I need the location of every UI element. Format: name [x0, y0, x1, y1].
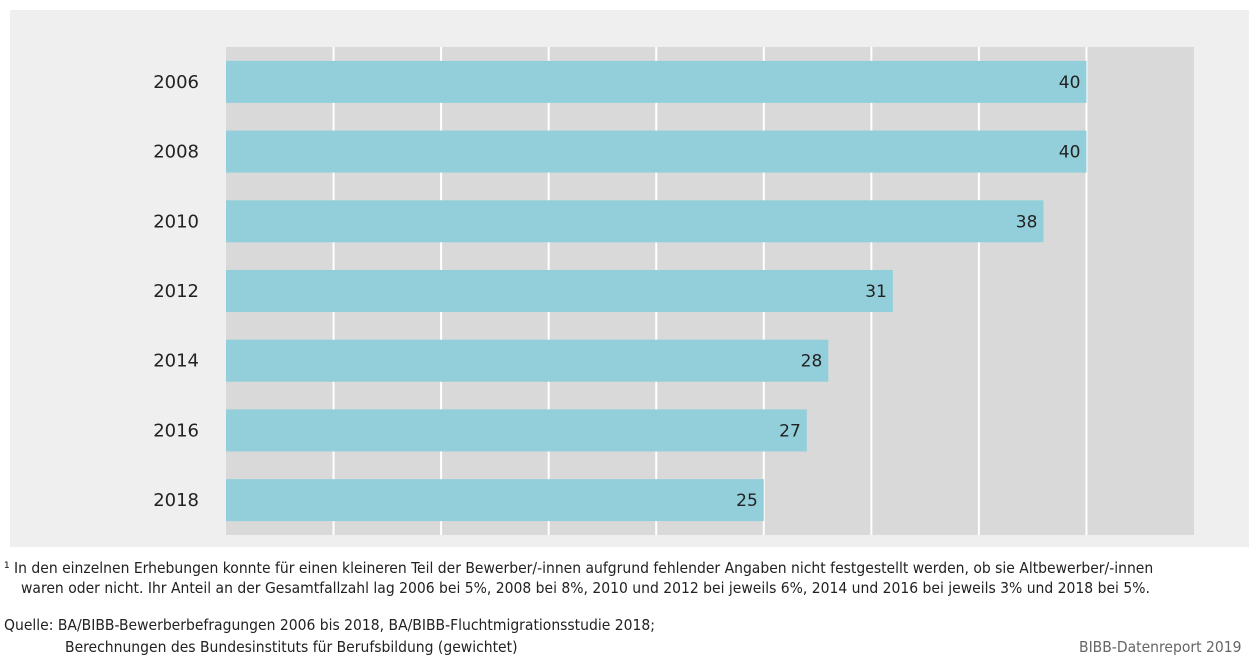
y-tick-label: 2010 [153, 211, 199, 232]
y-tick-label: 2008 [153, 142, 199, 163]
data-label: 27 [779, 421, 801, 441]
bar [226, 270, 893, 312]
data-label: 25 [736, 491, 758, 511]
bar [226, 409, 807, 452]
y-tick-label: 2014 [153, 351, 199, 372]
data-label: 38 [1016, 212, 1038, 232]
y-tick-label: 2018 [153, 490, 199, 511]
data-label: 40 [1059, 143, 1081, 163]
bar [226, 339, 829, 382]
bar [226, 200, 1044, 243]
y-tick-label: 2012 [153, 281, 199, 302]
footnote-line-2: waren oder nicht. Ihr Anteil an der Gesa… [21, 579, 1150, 597]
y-tick-label: 2006 [153, 72, 199, 93]
footnote-line-1: ¹ In den einzelnen Erhebungen konnte für… [4, 559, 1154, 577]
data-label: 40 [1059, 73, 1081, 93]
source-line-1: Quelle: BA/BIBB-Bewerberbefragungen 2006… [4, 616, 655, 634]
bar [226, 479, 764, 522]
data-label: 31 [865, 282, 887, 302]
bar [226, 130, 1087, 173]
y-tick-label: 2016 [153, 420, 199, 441]
bar [226, 60, 1087, 103]
source-line-2: Berechnungen des Bundesinstituts für Ber… [65, 638, 518, 656]
credit-label: BIBB-Datenreport 2019 [1079, 638, 1242, 656]
data-label: 28 [801, 352, 823, 372]
